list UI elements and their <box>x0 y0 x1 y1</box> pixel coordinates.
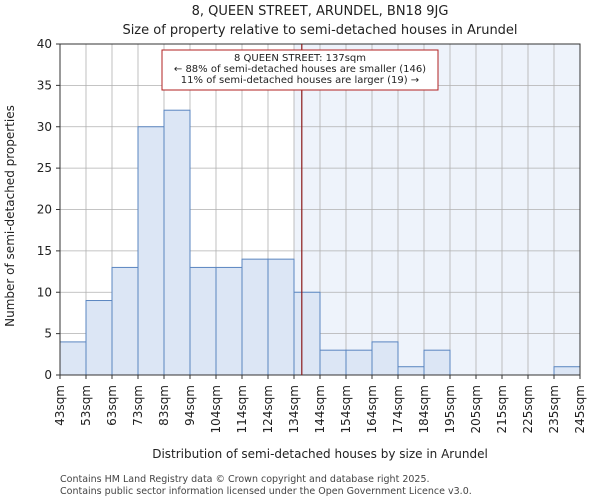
chart-subtitle: Size of property relative to semi-detach… <box>122 23 517 38</box>
x-tick-label: 174sqm <box>391 385 405 433</box>
x-tick-label: 83sqm <box>157 385 171 426</box>
footer-line-2: Contains public sector information licen… <box>60 486 472 497</box>
x-tick-label: 235sqm <box>547 385 561 433</box>
bar-134sqm <box>293 291 321 376</box>
annotation-frame <box>161 49 439 91</box>
x-tick-label: 225sqm <box>521 385 535 433</box>
x-tick-label: 63sqm <box>105 385 119 426</box>
x-tick-label: 124sqm <box>261 385 275 433</box>
bar-43sqm <box>59 341 87 376</box>
x-tick-label: 164sqm <box>365 385 379 433</box>
y-axis-label: Number of semi-detached properties <box>3 105 17 327</box>
bar-53sqm <box>85 300 113 376</box>
bar-235sqm <box>553 366 581 376</box>
x-tick-label: 195sqm <box>443 385 457 433</box>
x-tick-label: 53sqm <box>79 385 93 426</box>
bar-164sqm <box>371 341 399 376</box>
chart-title: 8, QUEEN STREET, ARUNDEL, BN18 9JG <box>192 4 449 19</box>
x-tick-label: 73sqm <box>131 385 145 426</box>
bar-94sqm <box>189 266 217 376</box>
x-tick-label: 114sqm <box>235 385 249 433</box>
footer-line-1: Contains HM Land Registry data © Crown c… <box>60 474 430 485</box>
y-tick-label: 25 <box>37 161 52 175</box>
bar-154sqm <box>345 349 373 376</box>
y-tick-label: 15 <box>37 244 52 258</box>
bars <box>59 109 581 376</box>
x-tick-label: 104sqm <box>209 385 223 433</box>
bar-114sqm <box>241 258 269 376</box>
bar-144sqm <box>319 349 347 376</box>
annotation-line-3: 11% of semi-detached houses are larger (… <box>181 75 419 86</box>
y-tick-label: 20 <box>37 203 52 217</box>
annotation-box: 8 QUEEN STREET: 137sqm ← 88% of semi-det… <box>161 49 439 91</box>
bar-63sqm <box>111 266 139 376</box>
bar-124sqm <box>267 258 295 376</box>
x-axis: 43sqm 53sqm 63sqm 73sqm 83sqm 94sqm 104sqm 114s… <box>53 375 587 433</box>
x-tick-label: 94sqm <box>183 385 197 426</box>
x-tick-label: 205sqm <box>469 385 483 433</box>
annotation-line-2: ← 88% of semi-detached houses are smalle… <box>174 64 426 75</box>
x-tick-label: 154sqm <box>339 385 353 433</box>
y-tick-label: 5 <box>44 327 52 341</box>
y-tick-label: 10 <box>37 285 52 299</box>
bar-83sqm <box>163 109 191 376</box>
x-tick-label: 134sqm <box>287 385 301 433</box>
y-tick-label: 30 <box>37 120 52 134</box>
bar-104sqm <box>215 266 243 376</box>
y-axis: 0 5 10 15 20 25 30 35 40 <box>37 37 60 382</box>
x-tick-label: 215sqm <box>495 385 509 433</box>
x-axis-label: Distribution of semi-detached houses by … <box>152 447 488 461</box>
bar-184sqm <box>423 349 451 376</box>
bar-73sqm <box>137 126 165 376</box>
x-tick-label: 144sqm <box>313 385 327 433</box>
x-tick-label: 245sqm <box>573 385 587 433</box>
y-tick-label: 35 <box>37 78 52 92</box>
x-tick-label: 43sqm <box>53 385 67 426</box>
y-tick-label: 0 <box>44 368 52 382</box>
bar-174sqm <box>397 366 425 376</box>
x-tick-label: 184sqm <box>417 385 431 433</box>
annotation-line-1: 8 QUEEN STREET: 137sqm <box>234 53 366 64</box>
y-tick-label: 40 <box>37 37 52 51</box>
